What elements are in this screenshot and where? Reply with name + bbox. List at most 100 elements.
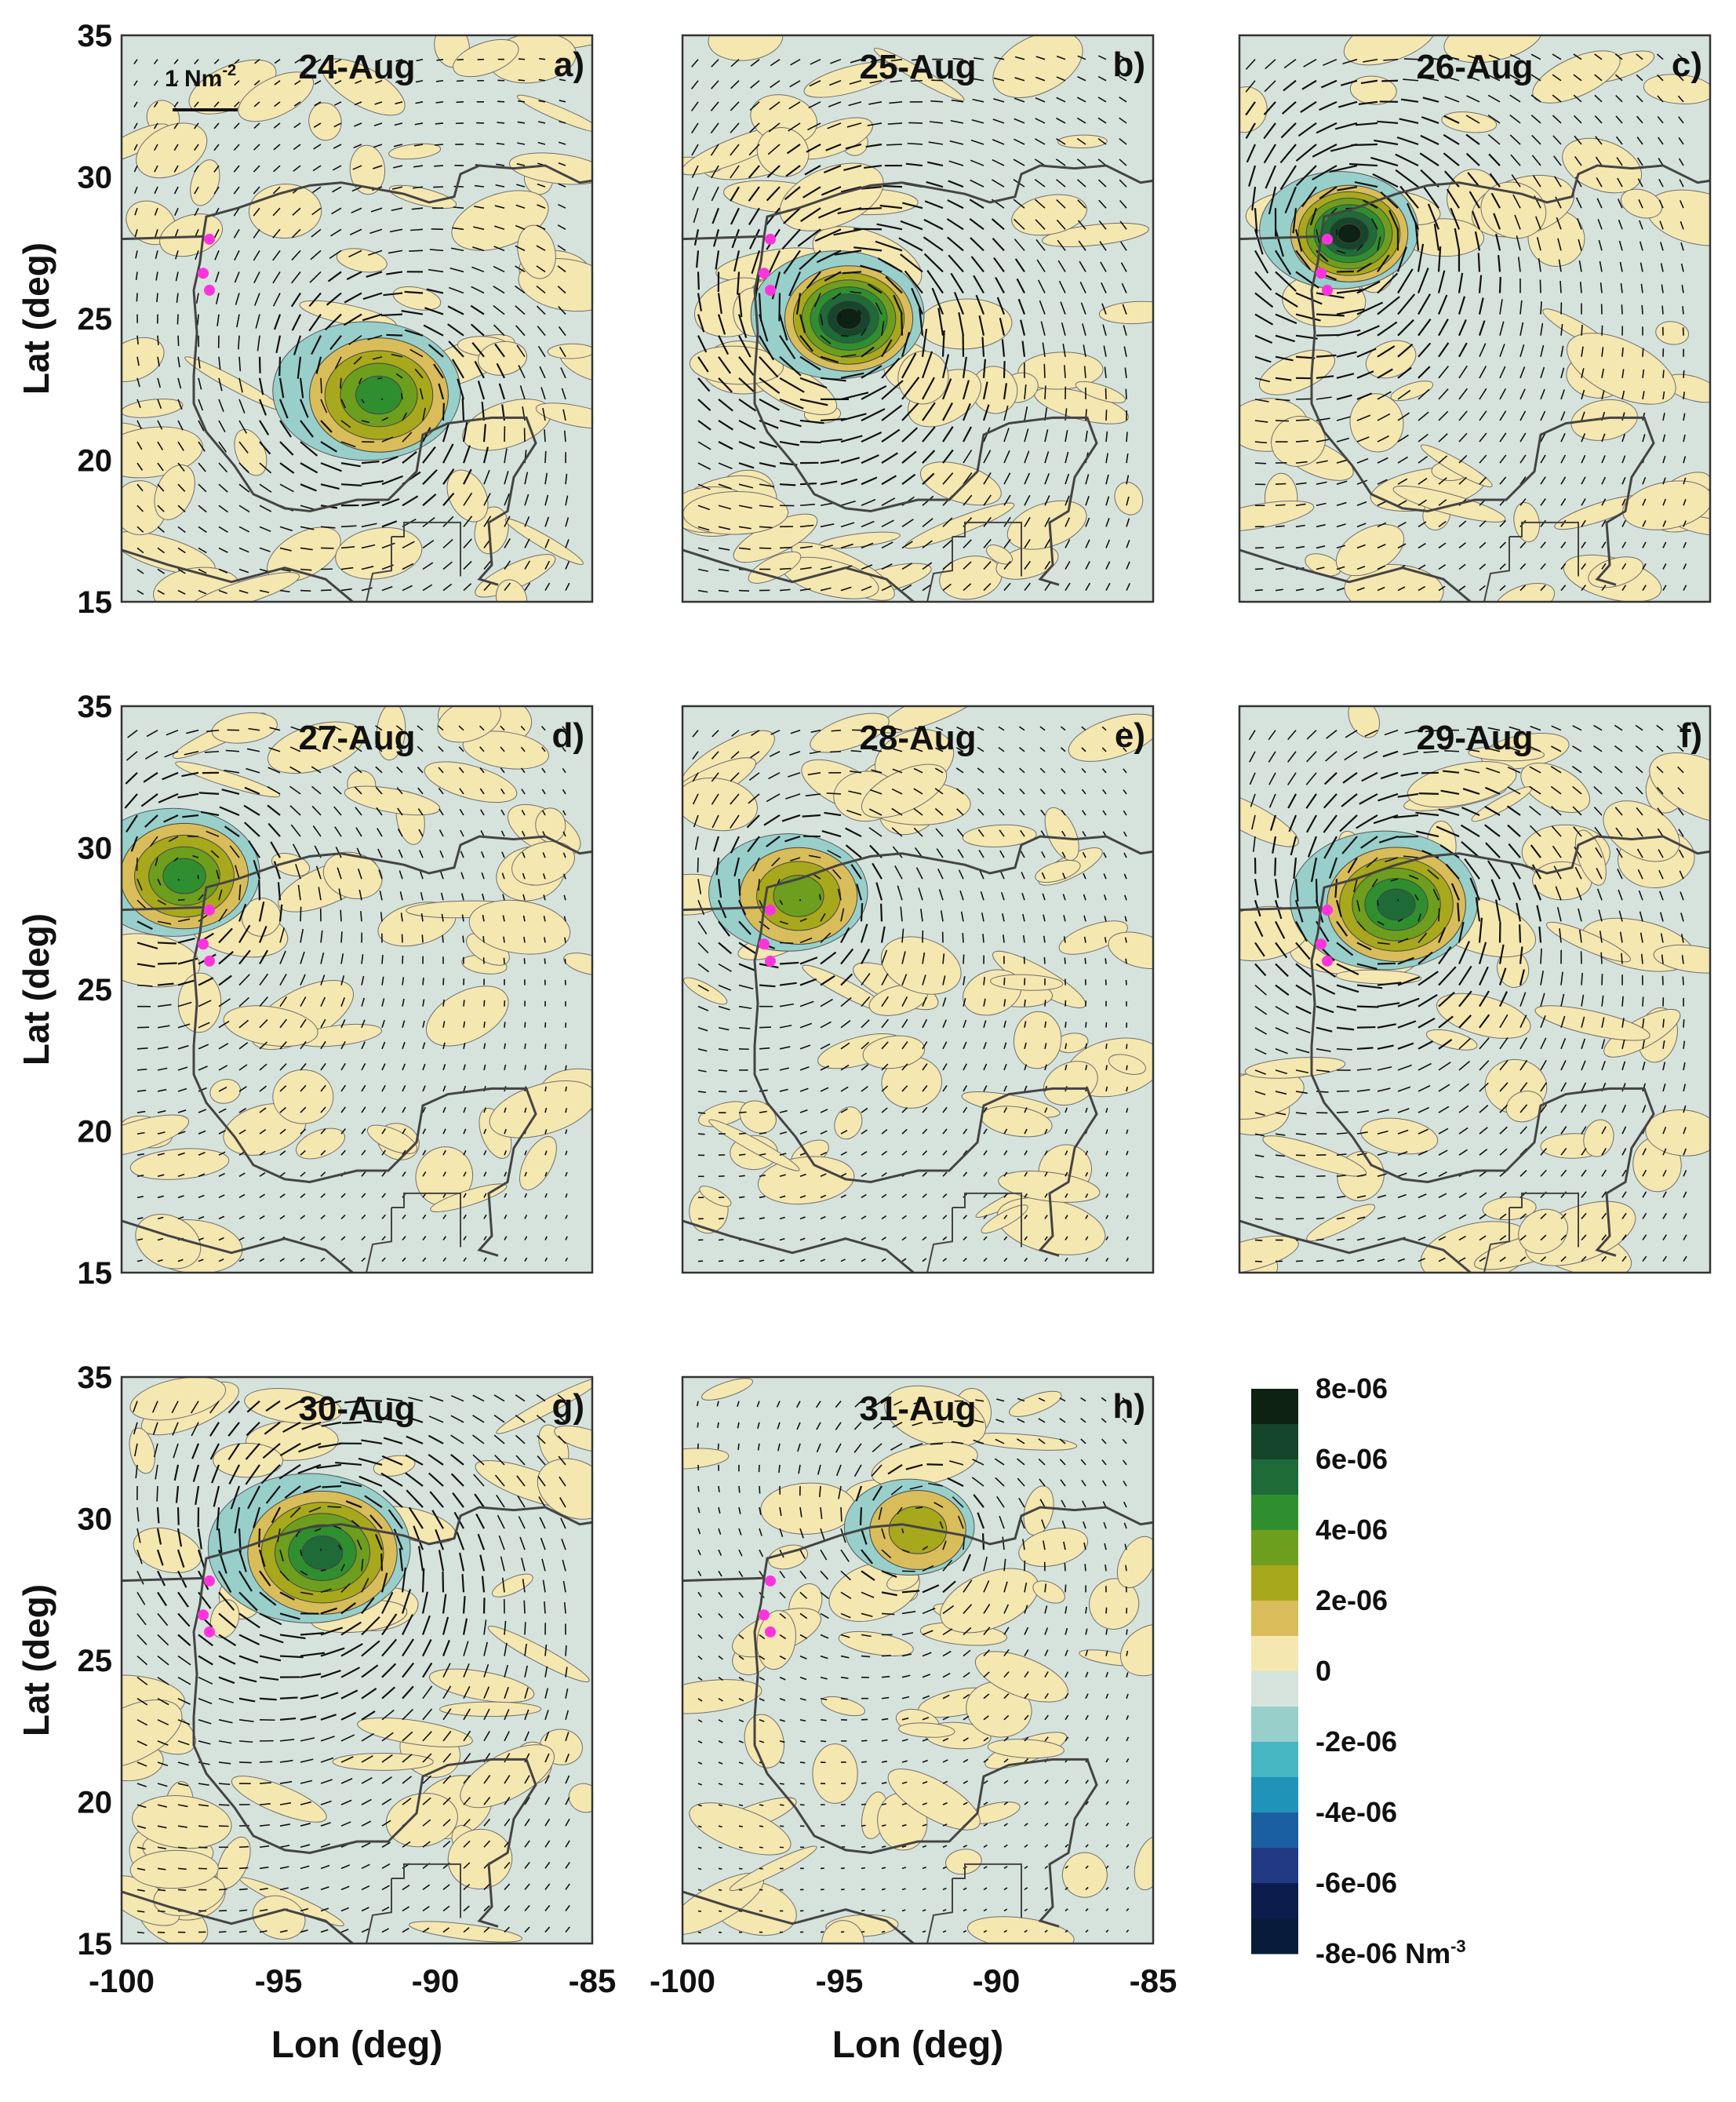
wind-vector [1641,304,1643,315]
wind-vector [1287,730,1297,741]
wind-vector [493,246,505,252]
wind-vector [402,1776,413,1784]
wind-vector [198,1194,205,1199]
wind-vector [422,407,426,421]
wind-vector [861,1867,866,1870]
wind-vector [1126,1108,1129,1113]
wind-vector [1572,745,1582,752]
wind-vector [253,165,260,173]
wind-vector [1458,965,1472,986]
positive-curl-patch [295,1128,345,1160]
wind-vector [962,380,970,400]
wind-vector [1519,476,1527,485]
wind-vector [329,334,342,351]
wind-vector [718,1528,722,1536]
wind-vector [1019,809,1025,816]
wind-vector [861,542,874,549]
wind-vector [238,974,250,986]
wind-vector [1356,348,1377,358]
wind-vector [563,894,566,901]
wind-vector [1662,391,1665,400]
wind-vector [157,356,160,367]
wind-vector [942,1866,947,1870]
positive-curl-patch [489,1080,592,1138]
wind-vector [874,1401,883,1407]
coastline [682,548,916,602]
wind-vector [1444,749,1460,752]
wind-vector [195,293,199,304]
wind-vector [463,1818,471,1827]
wind-vector [1531,864,1541,880]
wind-vector [948,160,964,166]
wind-vector [1550,766,1562,774]
wind-vector [1399,185,1419,209]
wind-vector [1683,1105,1687,1113]
wind-vector [799,1549,806,1559]
wind-vector [458,767,464,774]
wind-vector [820,1021,832,1029]
wind-vector [198,1846,208,1849]
wind-vector [1594,53,1603,60]
wind-vector [155,1464,158,1480]
wind-vector [840,973,853,986]
wind-vector [922,1652,932,1657]
positive-curl-patch [439,1701,542,1717]
wind-vector [1642,1061,1646,1071]
wind-vector [712,836,720,852]
wind-vector [1024,538,1031,548]
wind-vector [1642,1040,1645,1049]
wind-vector [759,440,777,448]
wind-vector [517,1495,526,1508]
wind-vector [867,283,883,294]
wind-vector [1658,158,1664,166]
wind-vector [1344,751,1358,761]
wind-vector [1458,272,1464,293]
wind-vector [462,1618,468,1635]
wind-vector [1598,909,1603,922]
wind-vector [730,165,740,179]
wind-vector [1268,772,1276,785]
wind-vector [560,367,566,379]
wind-vector [716,1401,719,1407]
positive-curl-patch [129,1427,155,1474]
wind-vector [442,1616,449,1635]
wind-vector [842,271,862,275]
wind-vector [1484,824,1501,837]
wind-vector [192,854,199,858]
positive-curl-patch [682,1448,730,1470]
wind-vector [901,1653,912,1657]
wind-vector [397,807,403,816]
wind-vector [983,1193,988,1198]
wind-vector [1077,55,1086,60]
wind-vector [442,1064,446,1071]
wind-vector [291,228,301,239]
wind-vector [717,1422,719,1428]
wind-vector [157,1846,166,1849]
wind-vector [424,307,444,315]
wind-vector [463,1236,467,1240]
wind-vector [979,870,984,880]
wind-vector [504,515,511,527]
station-point [1322,904,1333,916]
wind-vector [1397,521,1407,528]
positive-curl-patch [838,1630,914,1656]
positive-curl-patch [495,579,528,602]
wind-vector [771,857,781,867]
wind-vector [361,1842,371,1848]
wind-vector [942,1149,948,1156]
wind-vector [893,1400,903,1406]
wind-vector [901,1717,909,1721]
wind-vector [697,1091,706,1094]
wind-vector [1336,373,1355,379]
positive-curl-patch [187,572,300,602]
wind-vector [1124,894,1127,901]
wind-vector [1487,94,1501,103]
wind-vector [163,814,179,823]
wind-vector [922,1674,931,1678]
wind-vector [333,806,342,816]
wind-vector [1479,1256,1487,1262]
wind-vector [1659,891,1664,901]
wind-vector [504,1796,511,1805]
wind-vector [759,1047,770,1050]
wind-vector [1467,55,1480,60]
